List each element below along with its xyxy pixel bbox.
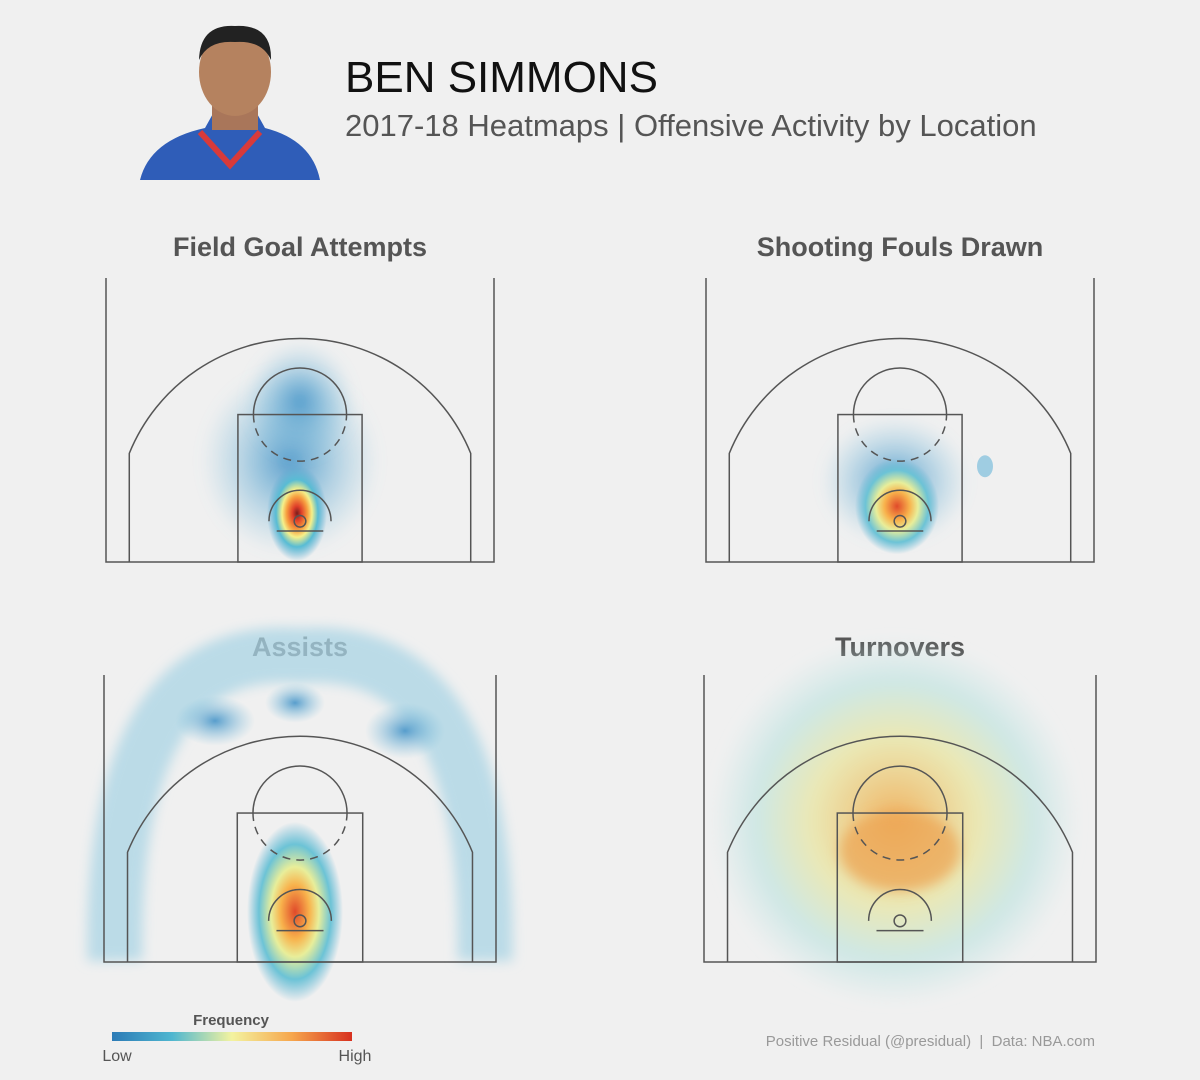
heat-blob xyxy=(175,695,255,746)
heat-blob xyxy=(365,702,445,759)
heat-blob xyxy=(267,465,327,562)
three-point-line xyxy=(126,735,474,962)
court-panel xyxy=(703,635,1097,1006)
heat-blob xyxy=(247,821,343,1002)
free-throw-arc-dashed xyxy=(852,414,948,462)
free-throw-arc xyxy=(252,765,348,814)
free-throw-arc xyxy=(852,765,948,814)
heat-band xyxy=(87,627,513,962)
free-throw-arc xyxy=(852,367,948,415)
free-throw-arc xyxy=(252,367,348,415)
court-panel xyxy=(105,278,495,563)
legend-title: Frequency xyxy=(193,1012,270,1029)
paint xyxy=(237,413,363,563)
subtitle: 2017-18 Heatmaps | Offensive Activity by… xyxy=(345,108,1037,143)
legend-low: Low xyxy=(102,1048,132,1065)
heat-blob xyxy=(245,341,355,462)
court-panel xyxy=(87,627,513,1002)
heat-blob xyxy=(840,810,960,891)
free-throw-arc-dashed xyxy=(252,414,348,462)
title: BEN SIMMONS xyxy=(345,53,658,102)
credit: Positive Residual (@presidual) | Data: N… xyxy=(766,1033,1095,1050)
paint xyxy=(837,413,963,563)
restricted-area xyxy=(267,888,333,921)
panel-title: Field Goal Attempts xyxy=(173,232,427,262)
court-panel xyxy=(705,278,1095,563)
three-point-line xyxy=(128,337,472,562)
free-throw-arc-dashed xyxy=(852,813,948,861)
hoop xyxy=(893,914,907,928)
heat-blob xyxy=(265,682,325,723)
legend-high: High xyxy=(339,1048,372,1065)
heat-blob xyxy=(977,455,993,478)
hoop xyxy=(893,514,907,528)
hoop xyxy=(293,914,307,928)
free-throw-arc-dashed xyxy=(252,813,348,861)
paint xyxy=(836,812,964,963)
three-point-line xyxy=(726,735,1074,962)
panel-title: Shooting Fouls Drawn xyxy=(757,232,1043,262)
paint xyxy=(236,812,364,963)
restricted-area xyxy=(867,888,933,921)
three-point-line xyxy=(728,337,1072,562)
restricted-area xyxy=(868,489,932,522)
hoop xyxy=(293,514,307,528)
legend-bar xyxy=(112,1032,352,1041)
restricted-area xyxy=(268,489,332,522)
player-photo xyxy=(140,25,320,180)
